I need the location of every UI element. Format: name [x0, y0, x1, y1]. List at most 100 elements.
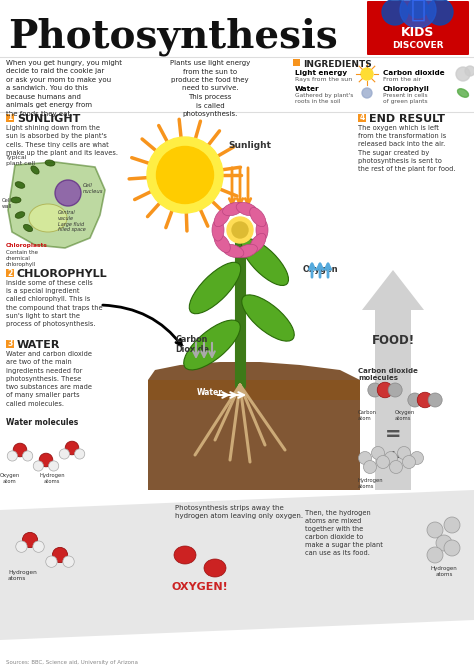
Text: CHLOROPHYLL: CHLOROPHYLL [17, 269, 108, 279]
Text: Then, the hydrogen
atoms are mixed
together with the
carbon dioxide to
make a su: Then, the hydrogen atoms are mixed toget… [305, 510, 383, 556]
Text: Hydrogen
atoms: Hydrogen atoms [358, 478, 383, 489]
Polygon shape [148, 362, 360, 490]
Text: Water molecules: Water molecules [6, 418, 78, 427]
Ellipse shape [236, 202, 257, 216]
Text: =: = [385, 425, 401, 444]
Text: Central
vacule
Large fluid
filled space: Central vacule Large fluid filled space [58, 210, 86, 232]
Circle shape [16, 541, 27, 552]
Circle shape [53, 547, 68, 563]
Circle shape [23, 451, 33, 461]
Text: Hydrogen
atoms: Hydrogen atoms [430, 566, 457, 577]
Text: Sources: BBC, Science aid, University of Arizona: Sources: BBC, Science aid, University of… [6, 660, 138, 665]
Text: When you get hungry, you might
decide to raid the cookie jar
or ask your mom to : When you get hungry, you might decide to… [6, 60, 122, 117]
Text: Oxygen
atom: Oxygen atom [0, 473, 20, 484]
Text: Light shining down from the
sun is absorbed by the plant's
cells. These tiny cel: Light shining down from the sun is absor… [6, 125, 118, 155]
Text: KIDS: KIDS [401, 25, 435, 38]
Text: 🖐: 🖐 [410, 0, 426, 22]
Text: INGREDIENTS: INGREDIENTS [303, 60, 372, 69]
Circle shape [65, 442, 79, 455]
Circle shape [59, 449, 70, 459]
Circle shape [227, 217, 253, 243]
Circle shape [388, 383, 402, 397]
Circle shape [408, 393, 422, 407]
Circle shape [377, 382, 393, 398]
Ellipse shape [214, 208, 230, 226]
FancyBboxPatch shape [358, 114, 366, 122]
FancyBboxPatch shape [6, 340, 14, 348]
Text: WATER: WATER [17, 340, 60, 350]
FancyBboxPatch shape [6, 114, 14, 122]
Circle shape [362, 88, 372, 98]
Circle shape [398, 446, 410, 460]
Text: Cell
wall: Cell wall [2, 198, 12, 209]
Ellipse shape [250, 233, 266, 253]
Text: Contain the
chemical
chlorophyll: Contain the chemical chlorophyll [6, 250, 38, 267]
Polygon shape [8, 162, 105, 248]
Text: The oxygen which is left
from the transformation is
released back into the air.
: The oxygen which is left from the transf… [358, 125, 456, 172]
Circle shape [156, 147, 213, 204]
Circle shape [376, 456, 390, 468]
Circle shape [361, 68, 373, 80]
Text: Carbon
Dioxide: Carbon Dioxide [175, 335, 209, 354]
Text: Sunlight: Sunlight [228, 141, 272, 150]
Ellipse shape [204, 559, 226, 577]
Circle shape [368, 383, 382, 397]
Text: Hydrogen
atoms: Hydrogen atoms [8, 570, 37, 581]
Text: Rays from the sun: Rays from the sun [295, 77, 352, 82]
Ellipse shape [223, 202, 244, 216]
Text: Chlorophyll: Chlorophyll [383, 86, 430, 92]
Text: Carbon dioxide
molecules: Carbon dioxide molecules [358, 368, 418, 381]
Circle shape [147, 137, 223, 213]
Text: Present in cells
of green plants: Present in cells of green plants [383, 93, 428, 105]
Circle shape [410, 452, 423, 464]
Circle shape [33, 541, 44, 552]
Ellipse shape [15, 212, 25, 218]
Text: +: + [385, 448, 401, 467]
Text: FOOD!: FOOD! [372, 334, 415, 346]
Text: Gathered by plant's
roots in the soil: Gathered by plant's roots in the soil [295, 93, 354, 105]
Circle shape [444, 517, 460, 533]
Text: Oxygen
atoms: Oxygen atoms [395, 410, 415, 421]
Circle shape [55, 180, 81, 206]
Circle shape [402, 456, 416, 468]
Text: Water: Water [295, 86, 319, 92]
Ellipse shape [212, 219, 224, 241]
Ellipse shape [189, 262, 241, 314]
Text: 2: 2 [8, 269, 13, 277]
Circle shape [408, 0, 428, 18]
Circle shape [74, 449, 85, 459]
Text: Chloroplasts: Chloroplasts [6, 243, 48, 248]
Circle shape [372, 446, 384, 460]
Circle shape [390, 460, 402, 474]
Text: Hydrogen
atoms: Hydrogen atoms [39, 473, 65, 484]
Ellipse shape [214, 233, 230, 253]
Text: Oxygen: Oxygen [302, 265, 338, 274]
Text: Photosynthesis: Photosynthesis [8, 18, 338, 56]
Circle shape [7, 451, 18, 461]
Circle shape [232, 222, 248, 238]
Ellipse shape [29, 204, 67, 232]
Polygon shape [148, 380, 360, 400]
Circle shape [358, 452, 372, 464]
Circle shape [427, 522, 443, 538]
Circle shape [48, 461, 59, 471]
Ellipse shape [241, 239, 289, 285]
Text: Carbon
atom: Carbon atom [358, 410, 377, 421]
Text: Plants use light energy
from the sun to
produce the food they
need to survive.
T: Plants use light energy from the sun to … [170, 60, 250, 117]
Text: Photosynthesis strips away the
hydrogen atom leaving only oxygen.: Photosynthesis strips away the hydrogen … [175, 505, 303, 519]
Text: SUNLIGHT: SUNLIGHT [17, 114, 81, 124]
Circle shape [22, 533, 37, 547]
Text: 4: 4 [359, 113, 365, 123]
Text: Carbon dioxide: Carbon dioxide [383, 70, 445, 76]
Ellipse shape [223, 245, 244, 257]
Circle shape [39, 453, 53, 467]
Polygon shape [0, 490, 474, 640]
FancyBboxPatch shape [293, 59, 300, 66]
FancyBboxPatch shape [367, 1, 469, 55]
Ellipse shape [15, 182, 25, 188]
Ellipse shape [184, 320, 240, 370]
Text: 1: 1 [8, 113, 13, 123]
Text: Water: Water [197, 388, 223, 397]
Circle shape [63, 556, 74, 567]
Ellipse shape [23, 224, 33, 232]
